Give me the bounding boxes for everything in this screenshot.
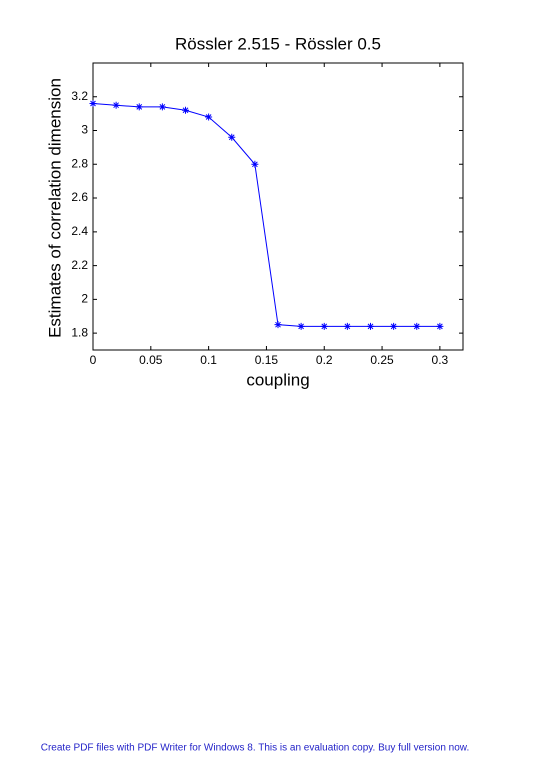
x-tick-label: 0.2 <box>316 353 333 367</box>
x-tick-label: 0.1 <box>200 353 217 367</box>
marker <box>112 101 120 109</box>
y-tick-label: 3 <box>81 123 88 137</box>
footer: Create PDF files with PDF Writer for Win… <box>41 743 470 754</box>
y-tick-label: 2.4 <box>71 224 88 238</box>
x-tick-label: 0 <box>90 353 97 367</box>
marker <box>390 322 398 330</box>
marker <box>158 103 166 111</box>
marker <box>251 160 259 168</box>
marker <box>89 100 97 108</box>
x-tick-label: 0.3 <box>432 353 449 367</box>
y-tick-label: 3.2 <box>71 89 88 103</box>
series-line <box>92 103 440 327</box>
marker <box>413 322 421 330</box>
x-axis-label: coupling <box>246 370 309 389</box>
marker <box>135 103 143 111</box>
y-tick-label: 2.2 <box>71 258 88 272</box>
y-tick-label: 2.6 <box>71 190 88 204</box>
marker <box>343 322 351 330</box>
marker <box>320 322 328 330</box>
y-tick-label: 1.8 <box>71 325 88 339</box>
x-tick-label: 0.25 <box>370 353 394 367</box>
marker <box>367 322 374 330</box>
y-tick-label: 2 <box>81 292 88 306</box>
marker <box>297 322 305 330</box>
axes-box <box>92 62 464 351</box>
x-tick-label: 0.05 <box>139 353 163 367</box>
marker <box>436 322 444 330</box>
y-tick-label: 2.8 <box>71 156 88 170</box>
marker <box>205 113 213 121</box>
marker <box>274 321 282 329</box>
marker <box>182 106 189 114</box>
chart-title: Rössler 2.515 - Rössler 0.5 <box>175 34 381 53</box>
marker <box>228 133 236 141</box>
y-axis-label: Estimates of correlation dimension <box>45 78 64 338</box>
x-tick-label: 0.15 <box>255 353 279 367</box>
